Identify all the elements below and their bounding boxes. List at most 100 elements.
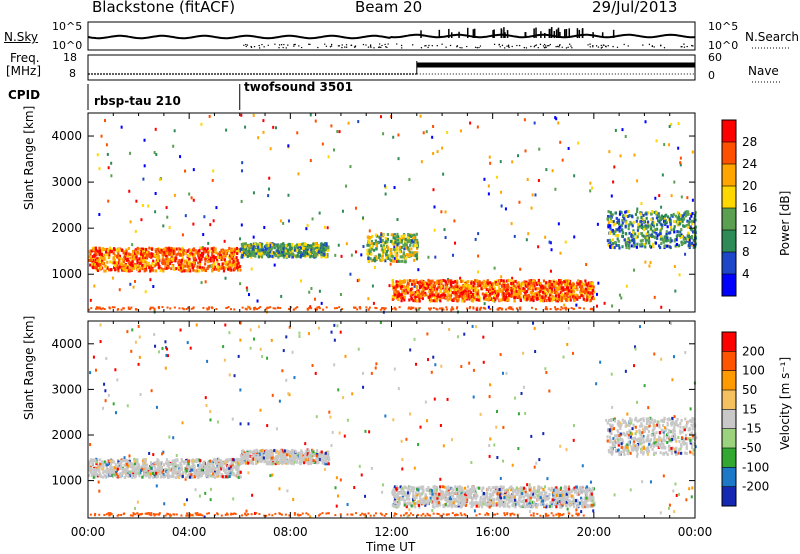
velocity-panel-feature-cell — [114, 463, 117, 467]
power-panel-feature-cell — [108, 254, 111, 258]
power-panel-feature-cell — [190, 265, 193, 269]
power-panel-feature-cell — [393, 289, 396, 293]
power-panel-feature-cell — [261, 250, 265, 254]
power-panel-feature-cell — [421, 297, 424, 301]
power-panel-feature-cell — [113, 261, 116, 265]
power-panel-feature-cell — [649, 244, 652, 248]
power-panel-feature-cell — [523, 280, 526, 284]
power-panel-feature-cell — [233, 262, 236, 266]
power-panel-feature-cell — [394, 239, 397, 243]
power-panel-feature-cell — [218, 265, 221, 269]
power-panel-near-range-echo — [122, 307, 125, 310]
power-panel-feature-cell — [177, 260, 180, 264]
power-panel-feature-cell — [214, 248, 217, 252]
power-panel-feature-cell — [644, 236, 647, 240]
velocity-panel-echo — [153, 333, 156, 337]
cpid-label: CPID — [8, 88, 41, 102]
velocity-panel-echo — [271, 473, 274, 477]
power-panel-feature-cell — [526, 297, 529, 301]
power-panel-near-range-echo — [570, 307, 573, 310]
velocity-panel-feature-cell — [137, 469, 140, 473]
power-panel-feature-cell — [306, 246, 309, 250]
power-panel-echo — [477, 232, 480, 236]
power-panel-feature-cell — [565, 297, 568, 301]
power-panel-feature-cell — [381, 240, 385, 244]
power-panel-echo — [511, 160, 514, 164]
power-panel-near-range-echo — [381, 307, 384, 310]
freq-tick-high: 18 — [63, 51, 77, 64]
power-panel-feature-cell — [441, 293, 444, 297]
power-panel-feature-cell — [310, 250, 313, 254]
power-panel-feature-cell — [201, 266, 204, 270]
velocity-panel-echo — [253, 337, 256, 341]
power-panel-feature-cell — [409, 234, 412, 238]
velocity-panel-feature-cell — [106, 471, 109, 475]
power-panel-echo — [611, 304, 614, 308]
power-panel-feature-cell — [452, 281, 455, 285]
power-panel-feature-cell — [547, 281, 550, 285]
power-panel-feature-cell — [253, 253, 256, 257]
power-panel-feature-cell — [312, 247, 315, 251]
velocity-panel-feature-cell — [130, 462, 134, 466]
power-panel-feature-cell — [617, 243, 620, 247]
power-panel-feature-cell — [664, 213, 668, 217]
power-panel-feature-cell — [207, 264, 210, 268]
power-panel-feature-cell — [657, 233, 661, 237]
power-panel-feature-cell — [660, 218, 663, 222]
power-panel-feature-cell — [191, 252, 194, 256]
power-panel-echo — [620, 296, 623, 300]
power-panel-feature-cell — [366, 235, 369, 239]
power-panel-feature-cell — [579, 280, 582, 284]
power-panel-feature-cell — [628, 223, 631, 227]
power-panel-feature-cell — [117, 269, 120, 273]
power-panel-feature-cell — [687, 234, 690, 238]
power-panel-feature-cell — [232, 260, 235, 264]
power-panel-feature-cell — [559, 291, 562, 295]
power-panel-echo — [128, 189, 131, 193]
power-panel-feature-cell — [556, 299, 559, 303]
power-panel-feature-cell — [461, 296, 465, 300]
power-panel-feature-cell — [314, 254, 318, 258]
power-panel-feature-cell — [185, 259, 188, 263]
power-panel-echo — [257, 136, 260, 140]
power-panel-feature-cell — [653, 230, 656, 234]
power-panel-feature-cell — [663, 219, 666, 223]
power-panel-feature-cell — [527, 296, 530, 300]
power-panel-feature-cell — [690, 219, 694, 223]
power-panel-feature-cell — [400, 240, 403, 244]
velocity-panel-echo — [209, 498, 212, 502]
power-panel-feature-cell — [501, 292, 504, 296]
power-panel-feature-cell — [624, 210, 627, 214]
power-panel-feature-cell — [494, 294, 498, 298]
velocity-panel-feature-cell — [149, 461, 153, 465]
power-panel-feature-cell — [138, 247, 141, 251]
velocity-panel-echo — [460, 365, 463, 369]
power-panel-feature-cell — [445, 289, 448, 293]
power-panel-feature-cell — [98, 259, 101, 263]
velocity-panel-echo — [261, 355, 264, 359]
velocity-panel-echo — [126, 404, 129, 408]
velocity-panel-echo — [427, 358, 430, 362]
power-panel-feature-cell — [196, 265, 199, 269]
velocity-panel-feature-cell — [141, 459, 145, 463]
power-panel-feature-cell — [410, 253, 413, 257]
power-panel-echo — [649, 261, 652, 265]
power-panel-feature-cell — [576, 281, 579, 285]
noise-search-dot — [445, 46, 447, 48]
power-panel-feature-cell — [480, 287, 483, 291]
power-panel-feature-cell — [280, 244, 283, 248]
power-panel-near-range-echo — [248, 306, 251, 309]
power-panel-feature-cell — [442, 292, 445, 296]
power-panel-feature-cell — [290, 252, 294, 256]
power-panel-echo — [555, 117, 558, 121]
power-panel-feature-cell — [402, 234, 405, 238]
power-panel-echo — [559, 140, 562, 144]
power-panel-feature-cell — [416, 294, 420, 298]
power-panel-feature-cell — [186, 261, 189, 265]
velocity-panel-echo — [98, 489, 101, 493]
power-panel-near-range-echo — [409, 308, 412, 311]
power-panel-feature-cell — [492, 285, 495, 289]
power-panel-echo — [334, 253, 337, 257]
velocity-panel-echo — [164, 366, 167, 370]
velocity-panel-echo — [281, 369, 284, 373]
